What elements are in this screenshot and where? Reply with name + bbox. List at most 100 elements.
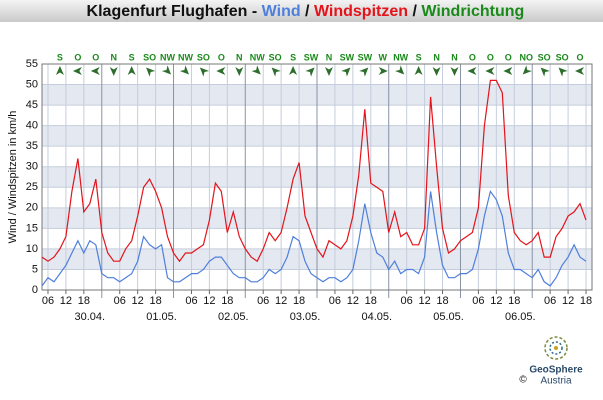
- direction-label: O: [92, 52, 99, 62]
- direction-label: SO: [538, 52, 551, 62]
- direction-arrow: [414, 66, 423, 75]
- x-tick-label: 12: [562, 295, 574, 307]
- direction-arrow: [450, 67, 459, 76]
- direction-label: SW: [358, 52, 373, 62]
- direction-arrow: [271, 67, 281, 77]
- direction-arrow: [378, 67, 388, 75]
- direction-label: N: [451, 52, 458, 62]
- direction-label: SO: [143, 52, 156, 62]
- direction-label: S: [416, 52, 422, 62]
- direction-label: N: [110, 52, 117, 62]
- y-tick-label: 15: [26, 222, 38, 234]
- direction-label: NO: [519, 52, 533, 62]
- direction-arrow: [558, 67, 568, 77]
- date-label: 03.05.: [290, 311, 321, 323]
- y-tick-label: 30: [26, 161, 38, 173]
- series-line: [41, 189, 587, 287]
- direction-arrow: [55, 66, 64, 75]
- x-tick-label: 06: [257, 295, 269, 307]
- x-tick-label: 06: [544, 295, 556, 307]
- y-tick-label: 20: [26, 202, 38, 214]
- copyright: ©: [519, 375, 527, 386]
- direction-label: O: [487, 52, 494, 62]
- direction-arrow: [146, 67, 156, 77]
- x-tick-label: 12: [203, 295, 215, 307]
- x-tick-label: 18: [508, 295, 520, 307]
- x-tick-label: 12: [275, 295, 287, 307]
- direction-arrow: [575, 67, 585, 75]
- x-tick-label: 12: [490, 295, 502, 307]
- direction-label: O: [577, 52, 584, 62]
- direction-arrow: [127, 66, 136, 75]
- direction-arrow: [341, 67, 351, 77]
- title-series: Wind: [262, 3, 301, 20]
- x-tick-label: 06: [114, 295, 126, 307]
- direction-arrow: [324, 67, 333, 76]
- direction-arrow: [216, 67, 226, 75]
- direction-label: NW: [160, 52, 175, 62]
- title-separator: /: [408, 3, 421, 20]
- date-label: 05.05.: [433, 311, 464, 323]
- direction-arrow: [467, 67, 477, 75]
- direction-label: SO: [197, 52, 210, 62]
- x-tick-label: 18: [580, 295, 592, 307]
- y-tick-label: 55: [26, 58, 38, 70]
- direction-label: W: [379, 52, 388, 62]
- date-label: 06.05.: [505, 311, 536, 323]
- x-tick-label: 12: [132, 295, 144, 307]
- y-tick-label: 25: [26, 181, 38, 193]
- direction-label: NW: [178, 52, 193, 62]
- date-label: 02.05.: [218, 311, 249, 323]
- x-tick-label: 12: [60, 295, 72, 307]
- direction-label: NW: [250, 52, 265, 62]
- x-tick-label: 18: [149, 295, 161, 307]
- direction-label: O: [74, 52, 81, 62]
- direction-arrow: [522, 65, 532, 75]
- chart-title: Klagenfurt Flughafen - Wind / Windspitze…: [64, 3, 537, 20]
- y-axis-label: Wind / Windspitzen in km/h: [7, 111, 19, 244]
- x-tick-label: 18: [365, 295, 377, 307]
- direction-arrow: [72, 67, 82, 75]
- title-separator: /: [301, 3, 314, 20]
- direction-arrow: [109, 67, 118, 76]
- x-tick-label: 12: [418, 295, 430, 307]
- logo-sub: Austria: [540, 376, 572, 387]
- direction-label: SO: [269, 52, 282, 62]
- logo-icon: [544, 336, 568, 360]
- direction-arrow: [305, 67, 315, 77]
- direction-label: O: [218, 52, 225, 62]
- y-tick-label: 0: [32, 284, 38, 296]
- direction-arrow: [289, 66, 298, 75]
- direction-arrow: [179, 65, 190, 75]
- y-tick-label: 10: [26, 243, 38, 255]
- direction-arrow: [161, 65, 172, 75]
- title-bar: [0, 0, 603, 22]
- x-tick-label: 18: [293, 295, 305, 307]
- direction-arrow: [251, 65, 261, 75]
- date-label: 01.05.: [146, 311, 177, 323]
- x-tick-label: 06: [185, 295, 197, 307]
- x-tick-label: 06: [472, 295, 484, 307]
- direction-label: SO: [556, 52, 569, 62]
- y-tick-label: 5: [32, 263, 38, 275]
- title-text: Klagenfurt Flughafen -: [87, 3, 262, 20]
- direction-label: SW: [304, 52, 319, 62]
- direction-arrow: [503, 67, 513, 75]
- direction-arrow: [90, 67, 100, 75]
- series-line: [41, 79, 587, 263]
- title-series: Windspitzen: [314, 3, 408, 20]
- y-tick-label: 35: [26, 140, 38, 152]
- direction-label: N: [236, 52, 243, 62]
- y-tick-label: 40: [26, 120, 38, 132]
- direction-label: O: [469, 52, 476, 62]
- direction-label: S: [290, 52, 296, 62]
- plot-frame: [41, 63, 593, 291]
- direction-arrow: [485, 67, 495, 75]
- direction-label: N: [326, 52, 333, 62]
- y-tick-label: 45: [26, 99, 38, 111]
- direction-arrow: [395, 65, 405, 75]
- direction-label: N: [433, 52, 440, 62]
- x-tick-label: 12: [347, 295, 359, 307]
